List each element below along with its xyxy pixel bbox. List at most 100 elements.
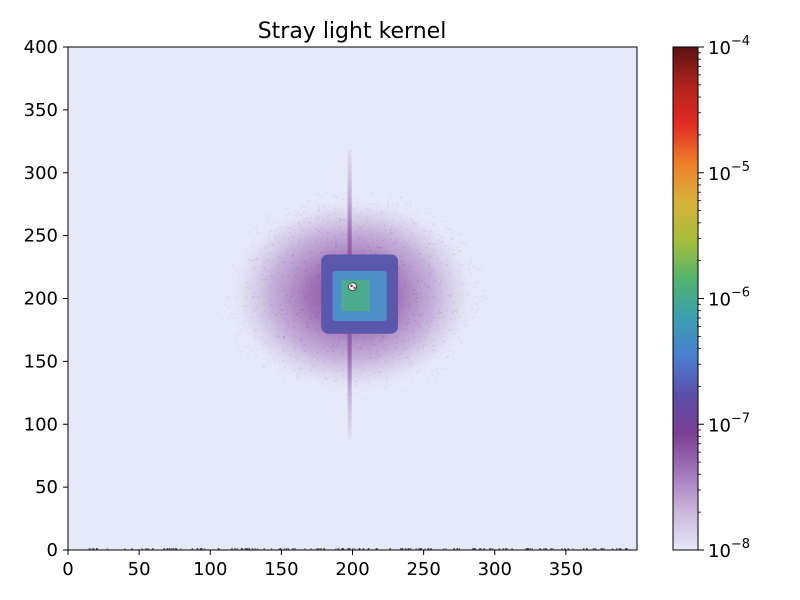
edge-speckle xyxy=(352,548,354,550)
x-tick-label: 200 xyxy=(335,559,369,580)
edge-speckle xyxy=(236,548,239,550)
halo-speckle xyxy=(475,267,478,269)
halo-speckle xyxy=(254,226,257,229)
halo-speckle xyxy=(334,194,337,197)
x-tick-label: 50 xyxy=(128,559,151,580)
x-tick-label: 350 xyxy=(549,559,583,580)
halo-speckle xyxy=(222,297,225,299)
colorbar: 10−8 10−7 10−6 10−5 10−4 xyxy=(672,34,750,562)
halo-speckle xyxy=(221,318,224,320)
edge-speckle xyxy=(410,548,412,550)
edge-speckle xyxy=(200,548,203,550)
edge-speckle xyxy=(445,548,447,550)
halo-speckle xyxy=(434,370,437,372)
halo-speckle xyxy=(481,266,484,269)
edge-speckle xyxy=(270,548,273,550)
colorbar-tick-label: 10−7 xyxy=(708,411,750,436)
halo-speckle xyxy=(460,353,463,355)
halo-speckle xyxy=(445,226,447,229)
edge-speckle xyxy=(175,548,177,550)
halo-speckle xyxy=(306,199,309,201)
x-tick-label: 0 xyxy=(62,559,73,580)
halo-speckle xyxy=(448,228,450,230)
halo-speckle xyxy=(476,309,479,312)
edge-speckle xyxy=(525,548,527,550)
halo-speckle xyxy=(465,344,468,347)
halo-speckle xyxy=(485,298,488,300)
halo-speckle xyxy=(361,190,364,193)
edge-speckle xyxy=(263,548,265,550)
halo-speckle xyxy=(435,217,438,219)
halo-speckle xyxy=(246,356,249,359)
halo-speckle xyxy=(243,242,246,244)
edge-speckle xyxy=(420,548,422,550)
bottom-edge-noise xyxy=(88,548,628,550)
edge-speckle xyxy=(146,548,148,550)
edge-speckle xyxy=(473,548,476,550)
edge-speckle xyxy=(245,548,247,550)
halo-speckle xyxy=(282,377,285,380)
halo-speckle xyxy=(436,372,439,374)
edge-speckle xyxy=(456,548,458,550)
halo-speckle xyxy=(484,277,487,280)
x-tick-label: 150 xyxy=(264,559,298,580)
halo-speckle xyxy=(234,335,237,337)
halo-speckle xyxy=(409,201,412,203)
halo-speckle xyxy=(404,390,407,393)
edge-speckle xyxy=(543,548,545,550)
edge-speckle xyxy=(347,548,350,550)
edge-speckle xyxy=(354,548,356,550)
edge-speckle xyxy=(572,548,574,550)
edge-speckle xyxy=(196,548,199,550)
edge-speckle xyxy=(611,548,614,550)
halo-speckle xyxy=(427,378,430,380)
edge-speckle xyxy=(405,548,407,550)
halo-speckle xyxy=(239,350,241,353)
edge-speckle xyxy=(240,548,243,550)
edge-speckle xyxy=(564,548,566,550)
halo-speckle xyxy=(248,231,251,234)
edge-speckle xyxy=(89,548,92,550)
edge-speckle xyxy=(389,548,391,550)
y-tick-label: 200 xyxy=(24,289,58,310)
edge-speckle xyxy=(248,548,251,550)
plot-area xyxy=(68,47,637,550)
edge-speckle xyxy=(527,548,529,550)
halo-speckle xyxy=(219,293,222,296)
halo-speckle xyxy=(481,314,484,317)
edge-speckle xyxy=(529,548,532,550)
halo-speckle xyxy=(486,285,489,287)
edge-speckle xyxy=(278,548,281,550)
halo-speckle xyxy=(265,214,268,217)
halo-speckle xyxy=(247,352,250,355)
edge-speckle xyxy=(304,548,306,550)
halo-speckle xyxy=(452,359,455,362)
halo-speckle xyxy=(458,243,461,245)
halo-speckle xyxy=(306,389,309,392)
halo-speckle xyxy=(476,287,479,290)
halo-speckle xyxy=(399,196,402,199)
halo-speckle xyxy=(449,228,452,230)
edge-speckle xyxy=(529,548,532,550)
edge-speckle xyxy=(498,548,501,550)
peak-pixel xyxy=(350,284,353,287)
edge-speckle xyxy=(342,548,345,550)
edge-speckle xyxy=(246,548,249,550)
halo-speckle xyxy=(431,215,434,218)
edge-speckle xyxy=(124,548,126,550)
x-axis: 0 50 100 150 200 250 300 350 xyxy=(62,550,583,580)
halo-speckle xyxy=(262,364,265,366)
halo-speckle xyxy=(425,212,427,214)
halo-speckle xyxy=(387,199,390,201)
edge-speckle xyxy=(404,548,407,550)
edge-speckle xyxy=(415,548,418,550)
edge-speckle xyxy=(201,548,203,550)
halo-speckle xyxy=(402,391,405,393)
edge-speckle xyxy=(401,548,404,550)
edge-speckle xyxy=(256,548,259,550)
halo-speckle xyxy=(481,296,484,299)
edge-speckle xyxy=(91,548,94,550)
edge-speckle xyxy=(443,548,445,550)
edge-speckle xyxy=(453,548,455,550)
colorbar-tick-label: 10−8 xyxy=(708,537,750,562)
